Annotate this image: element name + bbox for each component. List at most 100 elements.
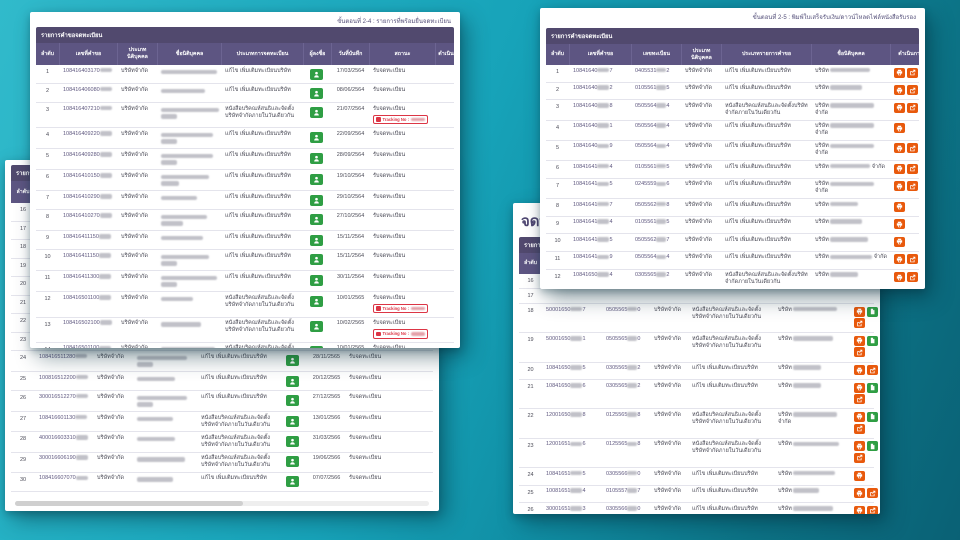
redacted-text [656, 201, 667, 207]
link-icon[interactable] [907, 254, 918, 265]
cell-status: รับจดทะเบียน [370, 149, 436, 169]
link-icon[interactable] [867, 365, 878, 376]
print-icon[interactable] [894, 67, 905, 78]
cell-signer [304, 231, 332, 249]
person-icon[interactable] [286, 354, 299, 366]
link-icon[interactable] [907, 102, 918, 113]
print-icon[interactable] [854, 470, 865, 481]
horizontal-scrollbar[interactable] [15, 501, 429, 506]
person-icon[interactable] [310, 234, 323, 246]
link-icon[interactable] [854, 394, 865, 405]
link-icon[interactable] [854, 423, 865, 434]
person-icon[interactable] [286, 435, 299, 447]
print-icon[interactable] [854, 365, 865, 376]
link-icon[interactable] [907, 163, 918, 174]
link-icon[interactable] [907, 181, 918, 192]
tracking-badge[interactable]: Tracking No : [373, 329, 429, 339]
cell-etype: บริษัทจำกัด [121, 233, 148, 240]
link-icon[interactable] [907, 67, 918, 78]
scrollbar-thumb[interactable] [15, 501, 243, 506]
status-text: รับจดทะเบียน [373, 294, 406, 301]
person-icon[interactable] [310, 87, 323, 99]
redacted-text [597, 163, 610, 169]
cell-status: รับจดทะเบียน [370, 210, 436, 230]
redacted-text [830, 67, 871, 73]
redacted-text [656, 67, 667, 73]
redacted-text [161, 160, 177, 165]
print-icon[interactable] [894, 219, 905, 230]
print-icon[interactable] [854, 335, 865, 346]
print-icon[interactable] [854, 488, 865, 499]
print-icon[interactable] [894, 254, 905, 265]
link-icon[interactable] [867, 505, 878, 514]
person-icon[interactable] [310, 295, 323, 307]
print-icon[interactable] [894, 143, 905, 154]
tracking-badge[interactable]: Tracking No : [373, 114, 429, 125]
status-text: รับจดทะเบียน [349, 374, 382, 381]
person-icon[interactable] [310, 131, 323, 143]
cell-date: 17/03/2564 [336, 67, 365, 74]
file-icon[interactable] [867, 441, 878, 452]
status-text: รับจดทะเบียน [373, 273, 406, 280]
column-header-regno: เลขทะเบียน [632, 44, 682, 65]
print-icon[interactable] [894, 85, 905, 96]
print-icon[interactable] [854, 306, 865, 317]
link-icon[interactable] [854, 347, 865, 358]
link-icon[interactable] [907, 85, 918, 96]
cell-name [134, 453, 198, 472]
cell-regtype: แก้ไข เพิ่มเติมทะเบียนบริษัท [225, 212, 291, 219]
link-icon[interactable] [854, 452, 865, 463]
person-icon[interactable] [310, 213, 323, 225]
redacted-text [99, 105, 112, 111]
person-icon[interactable] [310, 68, 323, 80]
person-icon[interactable] [310, 274, 323, 286]
person-icon[interactable] [310, 106, 323, 118]
print-icon[interactable] [894, 102, 905, 113]
redacted-text [597, 103, 610, 108]
print-icon[interactable] [854, 505, 865, 514]
print-icon[interactable] [894, 272, 905, 283]
print-icon[interactable] [854, 382, 865, 393]
print-icon[interactable] [894, 236, 905, 247]
link-icon[interactable] [867, 488, 878, 499]
redacted-text [656, 85, 667, 90]
link-icon[interactable] [907, 143, 918, 154]
print-icon[interactable] [894, 163, 905, 174]
person-icon[interactable] [310, 346, 323, 348]
person-icon[interactable] [310, 194, 323, 206]
person-icon[interactable] [286, 375, 299, 387]
cell-idx: 8 [45, 214, 50, 221]
print-icon[interactable] [854, 411, 865, 422]
print-icon[interactable] [894, 181, 905, 192]
person-icon[interactable] [310, 321, 323, 332]
person-icon[interactable] [286, 415, 299, 427]
person-icon[interactable] [286, 476, 299, 488]
file-icon[interactable] [867, 335, 878, 346]
cell-actions [436, 250, 460, 270]
cell-idx: 2 [555, 86, 560, 93]
status-text: รับจดทะเบียน [373, 252, 406, 259]
link-icon[interactable] [854, 318, 865, 329]
print-icon[interactable] [894, 201, 905, 212]
request-number: 108416411300 [63, 273, 100, 280]
person-icon[interactable] [310, 152, 323, 164]
request-number: 108416511280 [39, 353, 76, 360]
link-icon[interactable] [907, 272, 918, 283]
cell-status: รับจดทะเบียน [370, 250, 436, 270]
file-icon[interactable] [867, 306, 878, 317]
print-icon[interactable] [894, 123, 905, 134]
cell-signer [304, 191, 332, 209]
cell-idx: 23 [527, 442, 534, 449]
file-icon[interactable] [867, 382, 878, 393]
person-icon[interactable] [286, 394, 299, 406]
cell-status: รับจดทะเบียน [370, 191, 436, 209]
tracking-badge[interactable]: Tracking No : [373, 303, 429, 314]
person-icon[interactable] [310, 173, 323, 185]
person-icon[interactable] [310, 253, 323, 265]
registration-number: 0125565 [606, 411, 628, 418]
file-icon[interactable] [867, 411, 878, 422]
print-icon[interactable] [854, 441, 865, 452]
cell-regno: 0505562 7 [632, 234, 682, 251]
person-icon[interactable] [286, 456, 299, 468]
